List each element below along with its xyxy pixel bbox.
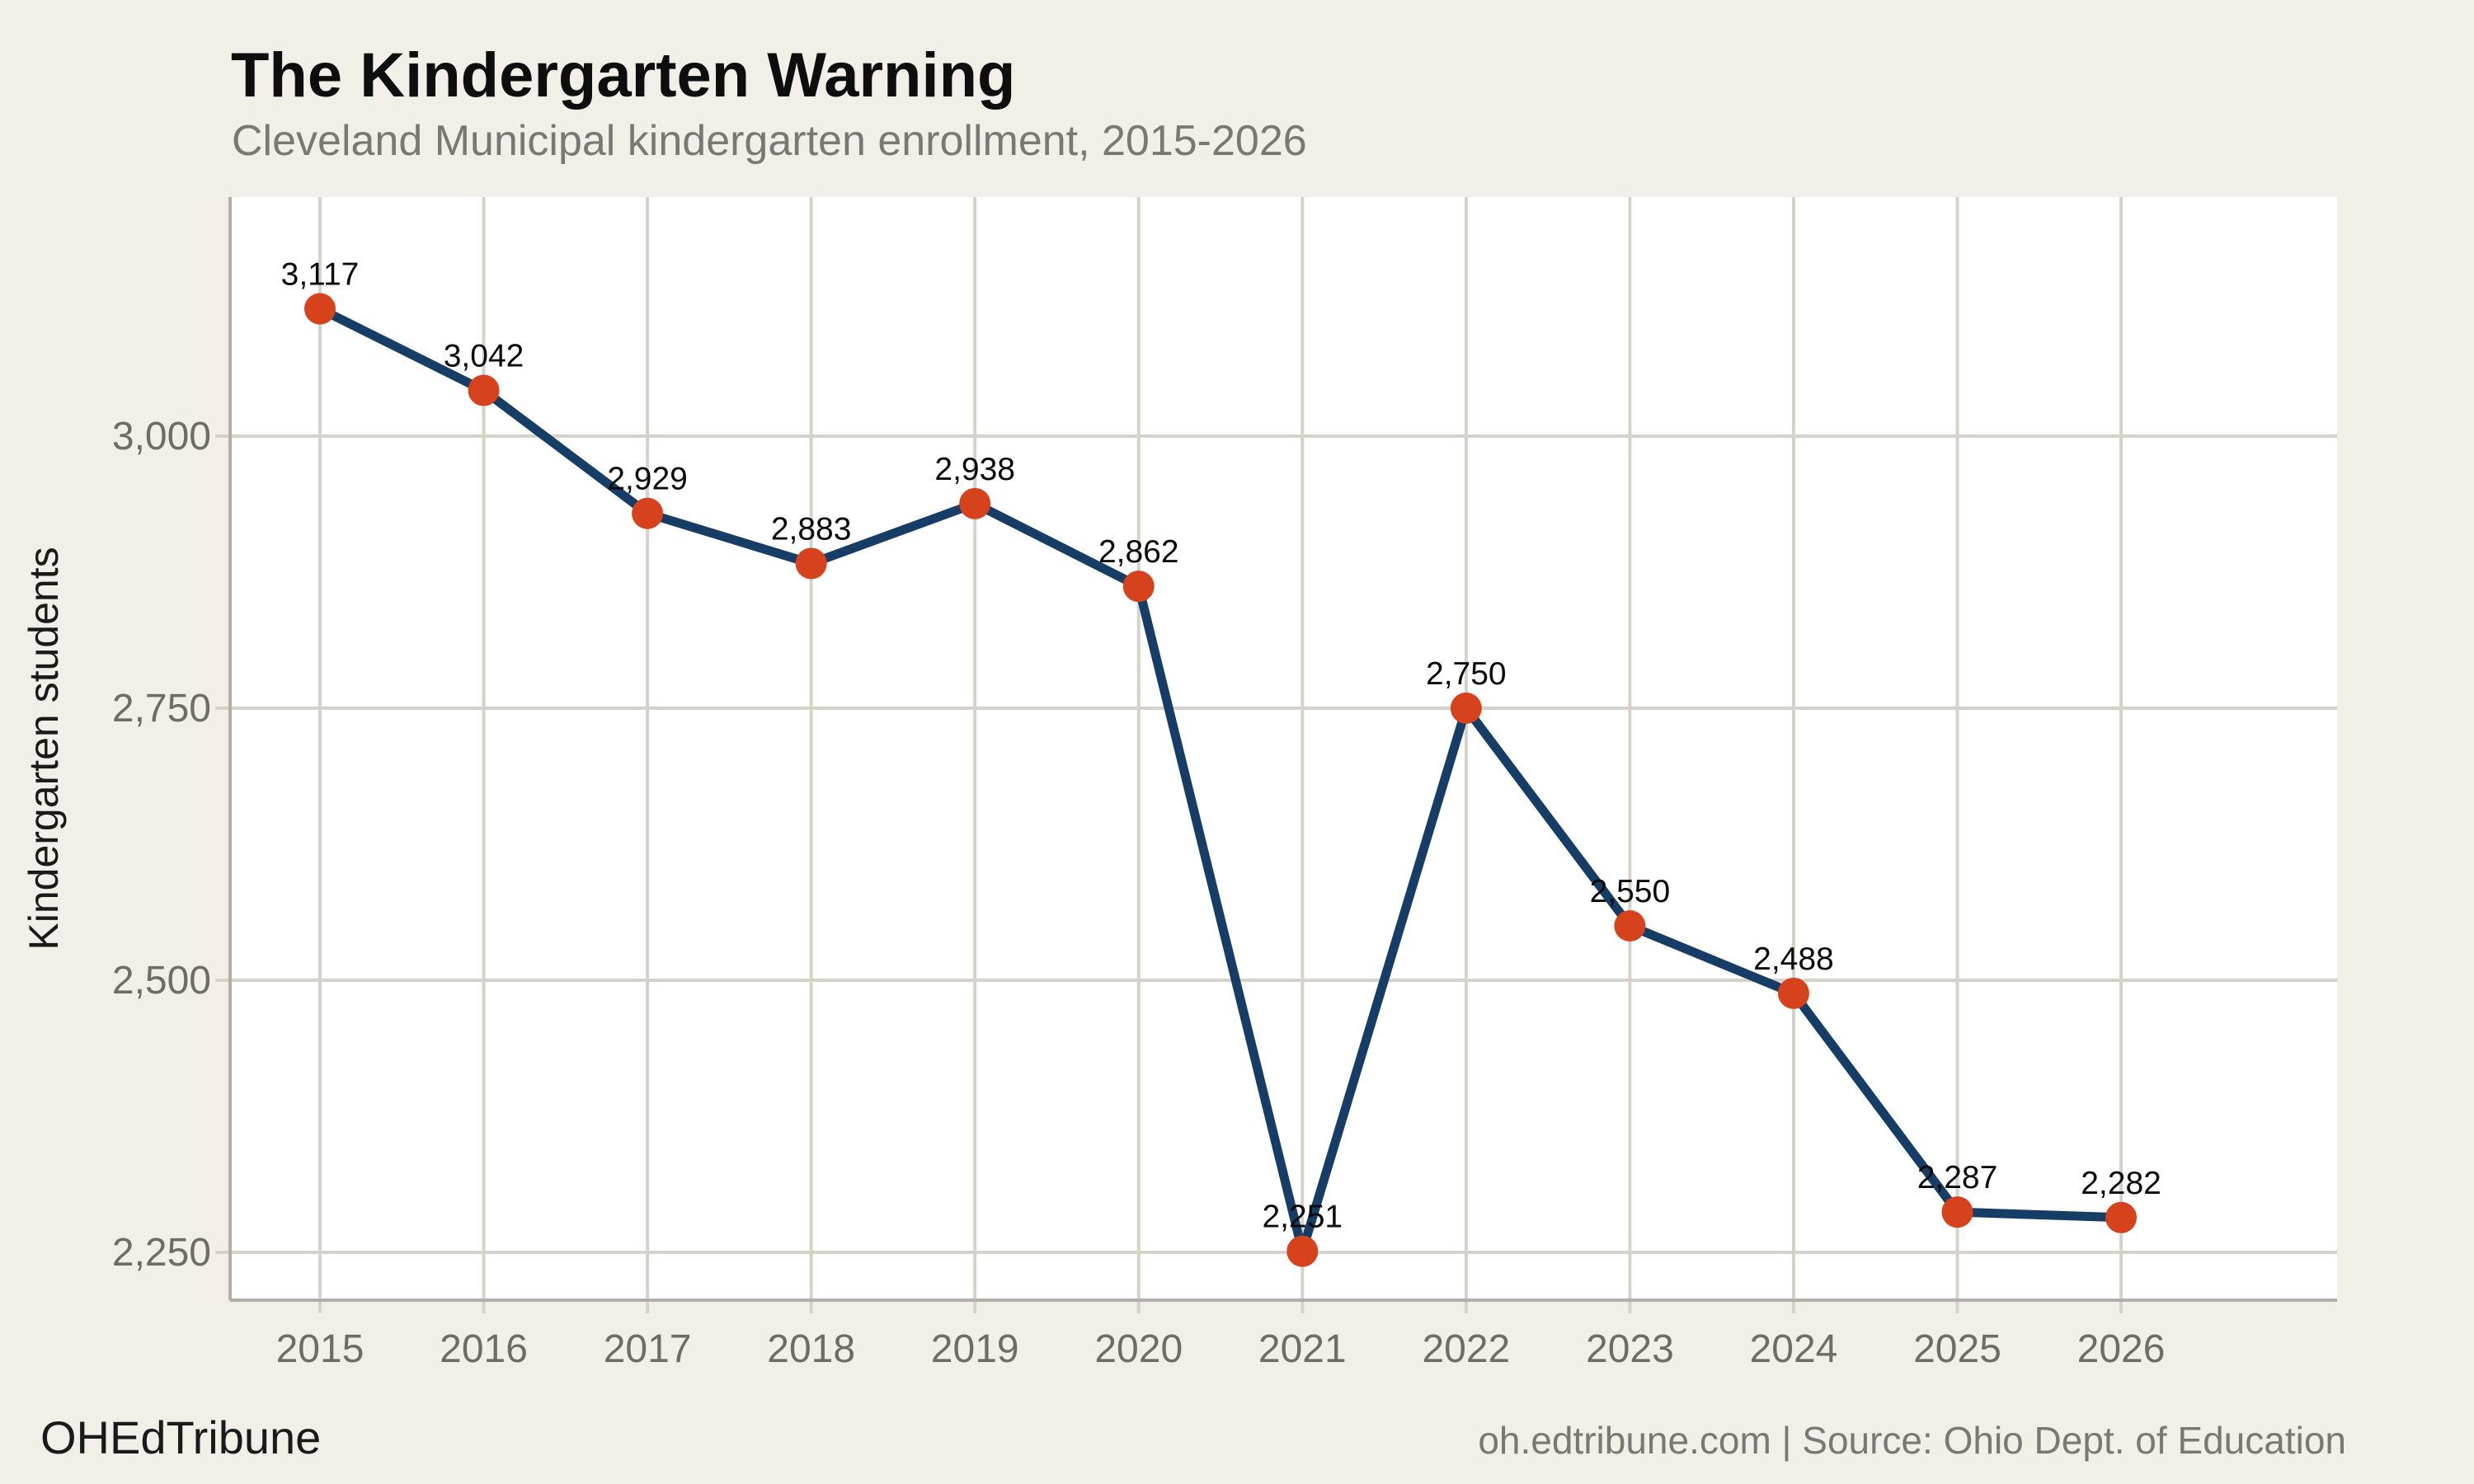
- y-tick-label: 3,000: [112, 415, 211, 458]
- x-tick-label: 2025: [1913, 1327, 2001, 1371]
- data-point: [1777, 977, 1809, 1009]
- data-point: [1450, 693, 1482, 724]
- chart-title: The Kindergarten Warning: [231, 40, 1016, 110]
- plot-area: [230, 197, 2337, 1300]
- data-point: [468, 374, 500, 406]
- x-tick-label: 2019: [931, 1327, 1019, 1371]
- data-point-label: 2,862: [1098, 534, 1179, 570]
- footer-brand: OHEdTribune: [40, 1411, 322, 1463]
- data-point-label: 2,883: [771, 511, 852, 547]
- x-tick-label: 2023: [1586, 1327, 1674, 1371]
- data-point: [795, 547, 827, 580]
- data-point: [304, 293, 336, 325]
- data-point-label: 2,287: [1917, 1160, 1998, 1195]
- x-tick-label: 2018: [767, 1327, 855, 1371]
- data-point: [632, 497, 664, 529]
- data-point-label: 2,550: [1590, 874, 1671, 909]
- data-point: [1286, 1235, 1319, 1267]
- y-tick-label: 2,250: [112, 1231, 211, 1275]
- footer-credit: oh.edtribune.com | Source: Ohio Dept. of…: [1478, 1419, 2346, 1462]
- data-point: [1941, 1196, 1973, 1228]
- x-tick-label: 2016: [440, 1327, 528, 1371]
- chart-subtitle: Cleveland Municipal kindergarten enrollm…: [232, 117, 1307, 165]
- x-tick-label: 2017: [604, 1327, 692, 1371]
- data-point: [2105, 1201, 2138, 1233]
- data-point: [1614, 910, 1646, 942]
- x-tick-label: 2024: [1750, 1327, 1838, 1371]
- data-point-label: 3,117: [281, 257, 360, 293]
- data-point: [959, 487, 991, 519]
- x-tick-label: 2015: [276, 1327, 365, 1371]
- data-line: [315, 304, 2126, 1256]
- data-point-label: 2,750: [1426, 656, 1507, 692]
- data-point-label: 3,042: [444, 339, 524, 374]
- data-point: [1122, 571, 1155, 603]
- x-tick-label: 2026: [2077, 1327, 2166, 1371]
- data-point-label: 2,251: [1262, 1200, 1343, 1235]
- y-tick-label: 2,750: [112, 687, 211, 730]
- data-point-label: 2,488: [1753, 942, 1834, 977]
- data-point-label: 2,938: [934, 452, 1015, 487]
- y-axis-title: Kindergarten students: [21, 547, 67, 950]
- x-tick-label: 2020: [1094, 1327, 1183, 1371]
- x-tick-label: 2021: [1258, 1327, 1347, 1371]
- y-tick-label: 2,500: [112, 959, 211, 1003]
- x-tick-label: 2022: [1422, 1327, 1510, 1371]
- data-point-label: 2,282: [2081, 1166, 2161, 1201]
- data-point-label: 2,929: [607, 462, 688, 497]
